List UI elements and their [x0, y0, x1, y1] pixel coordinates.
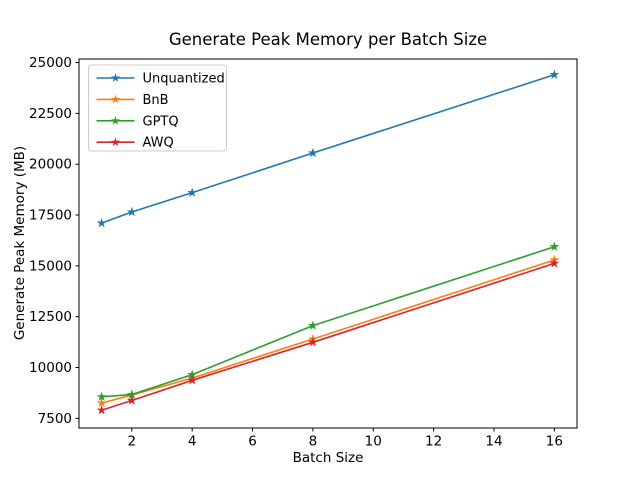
y-tick-label: 20000	[29, 157, 72, 173]
x-tick-label: 6	[248, 434, 257, 450]
x-tick-label: 2	[128, 434, 137, 450]
chart-title: Generate Peak Memory per Batch Size	[169, 30, 487, 49]
series-marker-awq	[126, 395, 137, 405]
x-tick-label: 8	[309, 434, 318, 450]
legend-label-awq: AWQ	[143, 136, 174, 151]
y-tick-label: 25000	[29, 55, 72, 71]
x-tick-label: 12	[425, 434, 442, 450]
series-marker-awq	[307, 337, 318, 347]
y-tick-label: 10000	[29, 360, 72, 376]
series-marker-gptq	[126, 389, 137, 399]
y-tick-label: 22500	[29, 106, 72, 122]
series-marker-bnb	[96, 397, 107, 408]
series-marker-gptq	[549, 241, 560, 251]
series-line-awq	[101, 262, 555, 411]
x-tick-label: 4	[188, 434, 197, 450]
x-axis-label: Batch Size	[293, 450, 364, 466]
x-tick-label: 10	[365, 434, 382, 450]
legend-label-gptq: GPTQ	[143, 114, 179, 129]
series-marker-awq	[187, 375, 198, 385]
series-line-gptq	[101, 245, 555, 398]
series-marker-unquantized	[549, 69, 560, 79]
legend-marker-awq	[110, 137, 121, 147]
legend-marker-unquantized	[110, 73, 121, 82]
legend-label-bnb: BnB	[143, 93, 169, 108]
y-tick-label: 17500	[29, 208, 72, 224]
y-tick-label: 7500	[38, 411, 72, 427]
x-tick-label: 14	[485, 434, 502, 450]
series-marker-unquantized	[307, 147, 318, 158]
series-marker-unquantized	[96, 217, 107, 228]
y-axis-label: Generate Peak Memory (MB)	[12, 146, 28, 340]
legend-box	[88, 64, 227, 152]
series-marker-gptq	[307, 320, 318, 330]
series-marker-awq	[549, 258, 560, 268]
x-tick-label: 16	[546, 434, 563, 450]
series-marker-awq	[96, 405, 107, 415]
series-marker-gptq	[96, 391, 107, 401]
legend-label-unquantized: Unquantized	[143, 72, 225, 87]
series-marker-gptq	[187, 369, 198, 379]
plot-border	[78, 58, 578, 429]
series-marker-unquantized	[187, 187, 198, 197]
legend-marker-gptq	[110, 116, 121, 125]
y-tick-label: 15000	[29, 258, 72, 274]
y-tick-label: 12500	[29, 309, 72, 325]
legend-marker-bnb	[110, 94, 121, 104]
series-marker-unquantized	[126, 206, 137, 217]
